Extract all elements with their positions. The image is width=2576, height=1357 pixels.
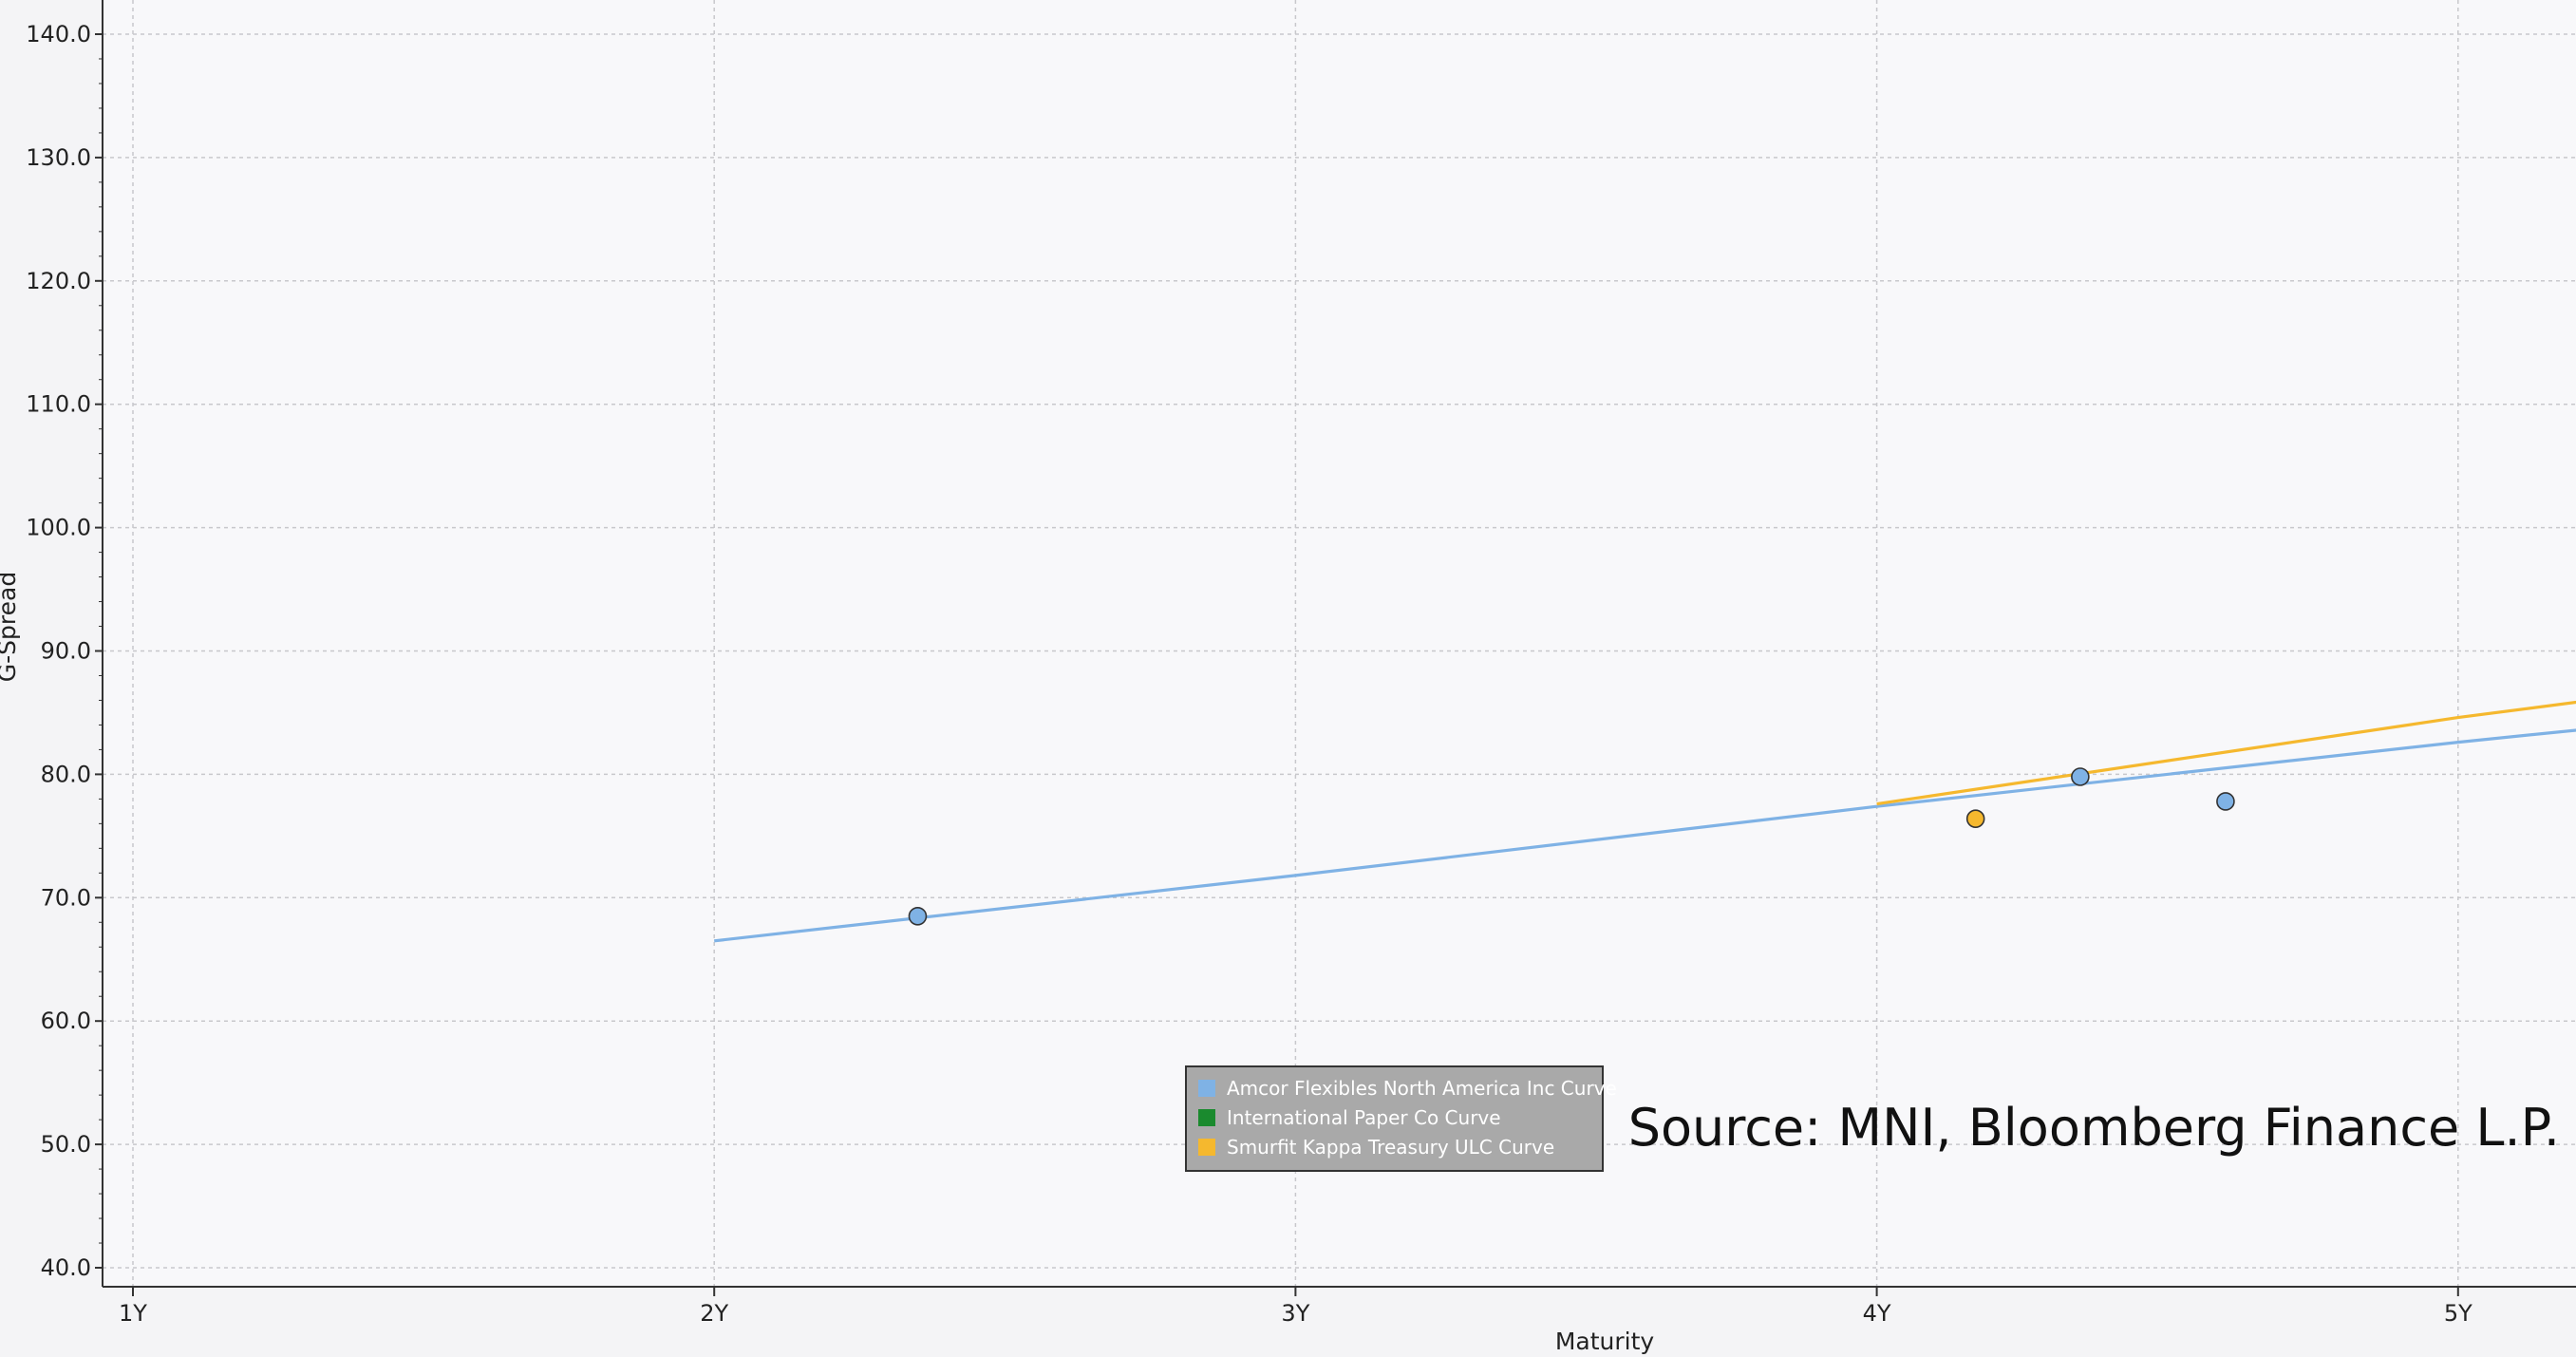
legend-label-smurfit-kappa: Smurfit Kappa Treasury ULC Curve — [1227, 1136, 1554, 1159]
legend-swatch-international-paper — [1198, 1109, 1215, 1126]
axes — [95, 0, 2576, 1296]
x-tick-label: 4Y — [1863, 1300, 1891, 1327]
y-tick-label: 40.0 — [41, 1254, 91, 1281]
x-tick-labels: 1Y2Y3Y4Y5Y6Y7Y8Y9Y10Y15Y20Y — [119, 1300, 2473, 1327]
legend-label-international-paper: International Paper Co Curve — [1227, 1106, 1501, 1129]
series-curve-0 — [714, 728, 2576, 943]
series-curve-2 — [1876, 700, 2576, 806]
x-tick-label: 3Y — [1281, 1300, 1309, 1327]
gridlines — [103, 0, 2576, 1287]
y-tick-label: 70.0 — [41, 884, 91, 911]
y-axis-title: G-Spread — [0, 572, 21, 682]
data-point-series-2[interactable] — [1965, 809, 1985, 828]
legend: Amcor Flexibles North America Inc Curve … — [1185, 1065, 1617, 1172]
data-point-series-0[interactable] — [2216, 792, 2235, 811]
x-tick-label: 5Y — [2444, 1300, 2473, 1327]
x-axis-title: Maturity — [1555, 1328, 1655, 1355]
legend-box — [1185, 1065, 1604, 1172]
y-tick-label: 100.0 — [26, 515, 91, 541]
legend-swatch-amcor — [1198, 1080, 1215, 1097]
y-tick-label: 120.0 — [26, 268, 91, 294]
y-tick-label: 130.0 — [26, 144, 91, 171]
x-tick-label: 1Y — [119, 1300, 147, 1327]
y-tick-label: 90.0 — [41, 638, 91, 665]
legend-label-amcor: Amcor Flexibles North America Inc Curve — [1227, 1077, 1617, 1100]
y-tick-label: 110.0 — [26, 391, 91, 418]
source-text: Source: MNI, Bloomberg Finance L.P. — [1628, 1098, 2560, 1158]
data-points — [908, 767, 2235, 926]
y-tick-label: 50.0 — [41, 1131, 91, 1158]
curves — [714, 700, 2576, 943]
legend-swatch-smurfit-kappa — [1198, 1139, 1215, 1156]
y-tick-label: 60.0 — [41, 1008, 91, 1034]
data-point-series-0[interactable] — [908, 906, 928, 926]
data-point-series-0[interactable] — [2071, 767, 2090, 786]
y-tick-labels: 40.0 50.0 60.0 70.0 80.0 90.0 100.0 110.0 120.0 1… — [26, 21, 91, 1281]
y-tick-label: 140.0 — [26, 21, 91, 47]
x-tick-label: 2Y — [700, 1300, 728, 1327]
y-tick-label: 80.0 — [41, 761, 91, 787]
